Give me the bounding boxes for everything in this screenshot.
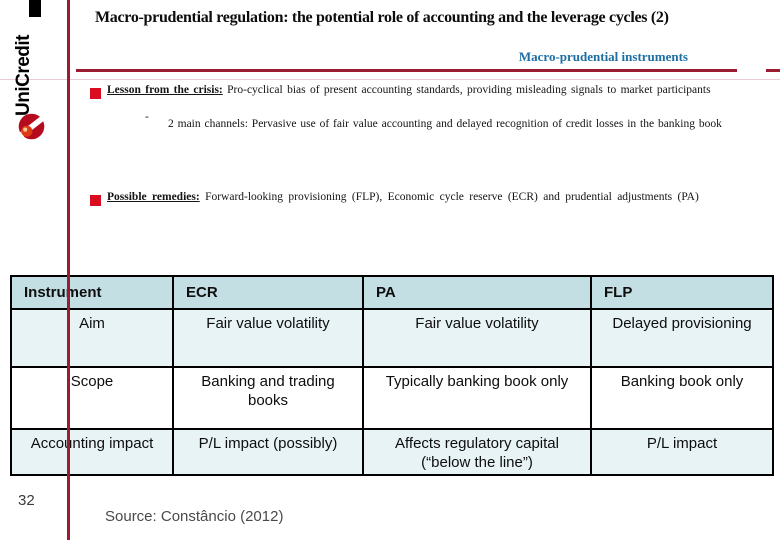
table-row-aim: Aim Fair value volatility Fair value vol… bbox=[10, 308, 774, 368]
cell-aim-label: Aim bbox=[10, 308, 174, 368]
cell-scope-pa: Typically banking book only bbox=[362, 366, 592, 430]
column-header-pa: PA bbox=[362, 275, 592, 310]
column-header-instrument: Instrument bbox=[10, 275, 174, 310]
cell-accounting-flp: P/L impact bbox=[590, 428, 774, 476]
cell-aim-ecr: Fair value volatility bbox=[172, 308, 364, 368]
slide-subtitle: Macro-prudential instruments bbox=[518, 49, 688, 64]
column-header-ecr: ECR bbox=[172, 275, 364, 310]
bullet-remedies: Possible remedies: Forward-looking provi… bbox=[107, 191, 779, 203]
cell-accounting-label: Accounting impact bbox=[10, 428, 174, 476]
cell-scope-label: Scope bbox=[10, 366, 174, 430]
cell-aim-flp: Delayed provisioning bbox=[590, 308, 774, 368]
unicredit-logo-text: UniCredit bbox=[13, 35, 34, 116]
page-number: 32 bbox=[18, 492, 35, 509]
bullet-remedies-lead: Possible remedies: bbox=[107, 191, 200, 203]
table-row-scope: Scope Banking and trading books Typicall… bbox=[10, 366, 774, 430]
unicredit-sphere-icon bbox=[13, 111, 51, 142]
header-rule-right-dash bbox=[766, 69, 780, 72]
instruments-table: Instrument ECR PA FLP Aim Fair value vol… bbox=[10, 275, 774, 476]
table-header-row: Instrument ECR PA FLP bbox=[10, 275, 774, 310]
sub-bullet-dash: - bbox=[145, 111, 149, 123]
vertical-divider-line bbox=[67, 0, 70, 540]
table-row-accounting-impact: Accounting impact P/L impact (possibly) … bbox=[10, 428, 774, 476]
slide-title: Macro-prudential regulation: the potenti… bbox=[95, 9, 669, 26]
bullet-marker-icon bbox=[90, 195, 101, 206]
source-citation: Source: Constâncio (2012) bbox=[105, 508, 284, 525]
logo-top-bar bbox=[29, 0, 41, 17]
cell-accounting-ecr: P/L impact (possibly) bbox=[172, 428, 364, 476]
bullet-marker-icon bbox=[90, 88, 101, 99]
cell-scope-flp: Banking book only bbox=[590, 366, 774, 430]
faint-header-rule bbox=[0, 79, 780, 80]
cell-accounting-pa: Affects regulatory capital (“below the l… bbox=[362, 428, 592, 476]
bullet-remedies-text: Forward-looking provisioning (FLP), Econ… bbox=[205, 191, 699, 203]
column-header-flp: FLP bbox=[590, 275, 774, 310]
cell-scope-ecr: Banking and trading books bbox=[172, 366, 364, 430]
bullet-lesson-lead: Lesson from the crisis: bbox=[107, 84, 223, 96]
bullet-lesson: Lesson from the crisis: Pro-cyclical bia… bbox=[107, 84, 779, 96]
header-rule bbox=[76, 69, 737, 72]
sub-bullet-channels: 2 main channels: Pervasive use of fair v… bbox=[168, 118, 722, 130]
bullet-lesson-text: Pro-cyclical bias of present accounting … bbox=[227, 84, 711, 96]
cell-aim-pa: Fair value volatility bbox=[362, 308, 592, 368]
